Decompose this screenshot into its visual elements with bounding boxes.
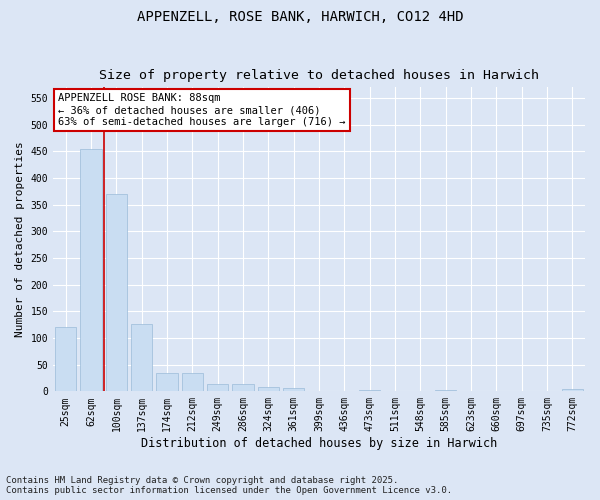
Bar — [308, 391, 330, 392]
X-axis label: Distribution of detached houses by size in Harwich: Distribution of detached houses by size … — [141, 437, 497, 450]
Text: APPENZELL ROSE BANK: 88sqm
← 36% of detached houses are smaller (406)
63% of sem: APPENZELL ROSE BANK: 88sqm ← 36% of deta… — [58, 94, 346, 126]
Bar — [435, 390, 457, 392]
Bar — [562, 389, 583, 392]
Bar — [131, 324, 152, 392]
Title: Size of property relative to detached houses in Harwich: Size of property relative to detached ho… — [99, 69, 539, 82]
Bar — [106, 194, 127, 392]
Bar — [359, 390, 380, 392]
Bar — [156, 372, 178, 392]
Bar — [80, 148, 102, 392]
Bar — [55, 328, 76, 392]
Text: Contains HM Land Registry data © Crown copyright and database right 2025.
Contai: Contains HM Land Registry data © Crown c… — [6, 476, 452, 495]
Bar — [182, 372, 203, 392]
Bar — [207, 384, 229, 392]
Bar — [232, 384, 254, 392]
Bar — [283, 388, 304, 392]
Text: APPENZELL, ROSE BANK, HARWICH, CO12 4HD: APPENZELL, ROSE BANK, HARWICH, CO12 4HD — [137, 10, 463, 24]
Bar — [257, 387, 279, 392]
Y-axis label: Number of detached properties: Number of detached properties — [15, 142, 25, 337]
